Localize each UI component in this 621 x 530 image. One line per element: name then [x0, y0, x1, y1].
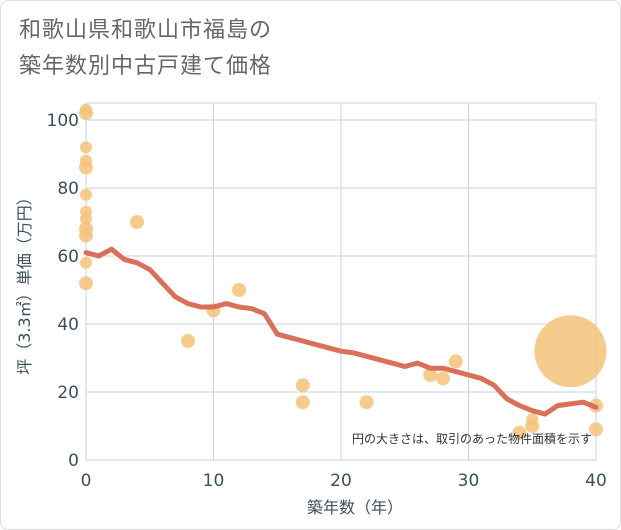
scatter-point: [526, 413, 539, 426]
y-tick-label: 20: [57, 383, 79, 403]
scatter-point: [79, 160, 93, 175]
chart-title: 和歌山県和歌山市福島の 築年数別中古戸建て価格: [19, 13, 272, 85]
grid: [85, 103, 597, 461]
scatter-points: [79, 103, 607, 440]
scatter-point: [295, 395, 310, 410]
x-tick-label: 10: [203, 471, 225, 491]
scatter-point: [295, 378, 310, 393]
x-tick-label: 40: [585, 471, 607, 491]
x-tick-label: 0: [81, 471, 92, 491]
x-tick-labels: 0 10 20 30 40: [81, 471, 607, 491]
y-tick-label: 100: [47, 111, 79, 131]
scatter-point: [512, 425, 527, 440]
scatter-point: [79, 106, 93, 121]
scatter-point: [589, 422, 603, 437]
y-axis-label: 坪（3.3㎡）単価（万円）: [15, 189, 34, 374]
y-tick-label: 40: [57, 315, 79, 335]
y-tick-label: 60: [57, 247, 79, 267]
x-tick-label: 30: [458, 471, 480, 491]
scatter-point: [448, 354, 463, 369]
scatter-point: [181, 334, 195, 348]
trend-line: [83, 246, 599, 417]
chart-title-line-1: 和歌山県和歌山市福島の: [19, 18, 273, 43]
y-tick-label: 0: [68, 451, 79, 471]
y-tick-labels: 0 20 40 60 80 100: [47, 111, 79, 471]
scatter-point: [80, 188, 92, 201]
scatter-point: [359, 395, 374, 410]
scatter-point: [130, 215, 144, 229]
scatter-point: [80, 141, 92, 154]
x-tick-label: 20: [330, 471, 352, 491]
scatter-point: [80, 212, 92, 225]
scatter-point: [534, 315, 607, 388]
x-axis-label: 築年数（年）: [307, 498, 403, 517]
size-note: 円の大きさは、取引のあった物件面積を示す: [352, 431, 592, 446]
scatter-point: [423, 368, 438, 382]
scatter-point: [436, 371, 450, 386]
scatter-point: [232, 283, 246, 297]
scatter-point: [80, 256, 92, 269]
y-tick-label: 80: [57, 179, 79, 199]
scatter-point: [79, 228, 93, 243]
scatter-point: [79, 276, 93, 291]
chart-title-line-2: 築年数別中古戸建て価格: [19, 54, 273, 79]
